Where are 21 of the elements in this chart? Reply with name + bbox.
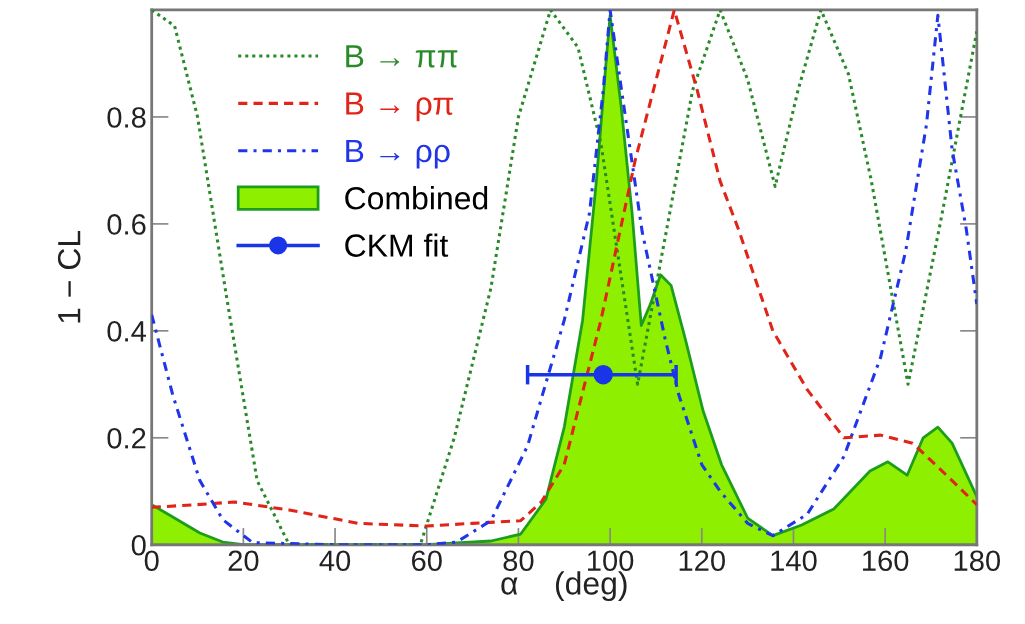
y-tick-label: 0.4	[107, 321, 146, 342]
y-tick-label: 0.2	[107, 428, 146, 449]
x-tick-label: 120	[679, 550, 725, 572]
x-tick-label: 20	[228, 550, 259, 572]
y-tick-label: 0.6	[107, 214, 146, 235]
x-tick-label: 140	[771, 550, 817, 572]
x-axis-title: α (deg)	[501, 571, 627, 602]
y-tick-label: 0	[131, 534, 146, 556]
x-tick-label: 80	[503, 550, 534, 572]
x-tick-label: 100	[588, 550, 634, 572]
legend-label: Combined	[345, 186, 488, 210]
x-tick-label: 180	[954, 550, 1001, 572]
x-tick-label: 160	[863, 550, 909, 572]
legend-label: B → ππ	[346, 45, 458, 68]
legend-label: CKM fit	[345, 233, 449, 257]
legend-label: B → ρπ	[346, 92, 453, 122]
x-tick-label: 40	[319, 550, 351, 572]
y-axis-title: 1 − CL	[57, 230, 81, 323]
x-tick-label: 60	[412, 550, 442, 572]
legend-label: B → ρρ	[346, 139, 450, 169]
y-tick-label: 0.8	[107, 107, 146, 128]
